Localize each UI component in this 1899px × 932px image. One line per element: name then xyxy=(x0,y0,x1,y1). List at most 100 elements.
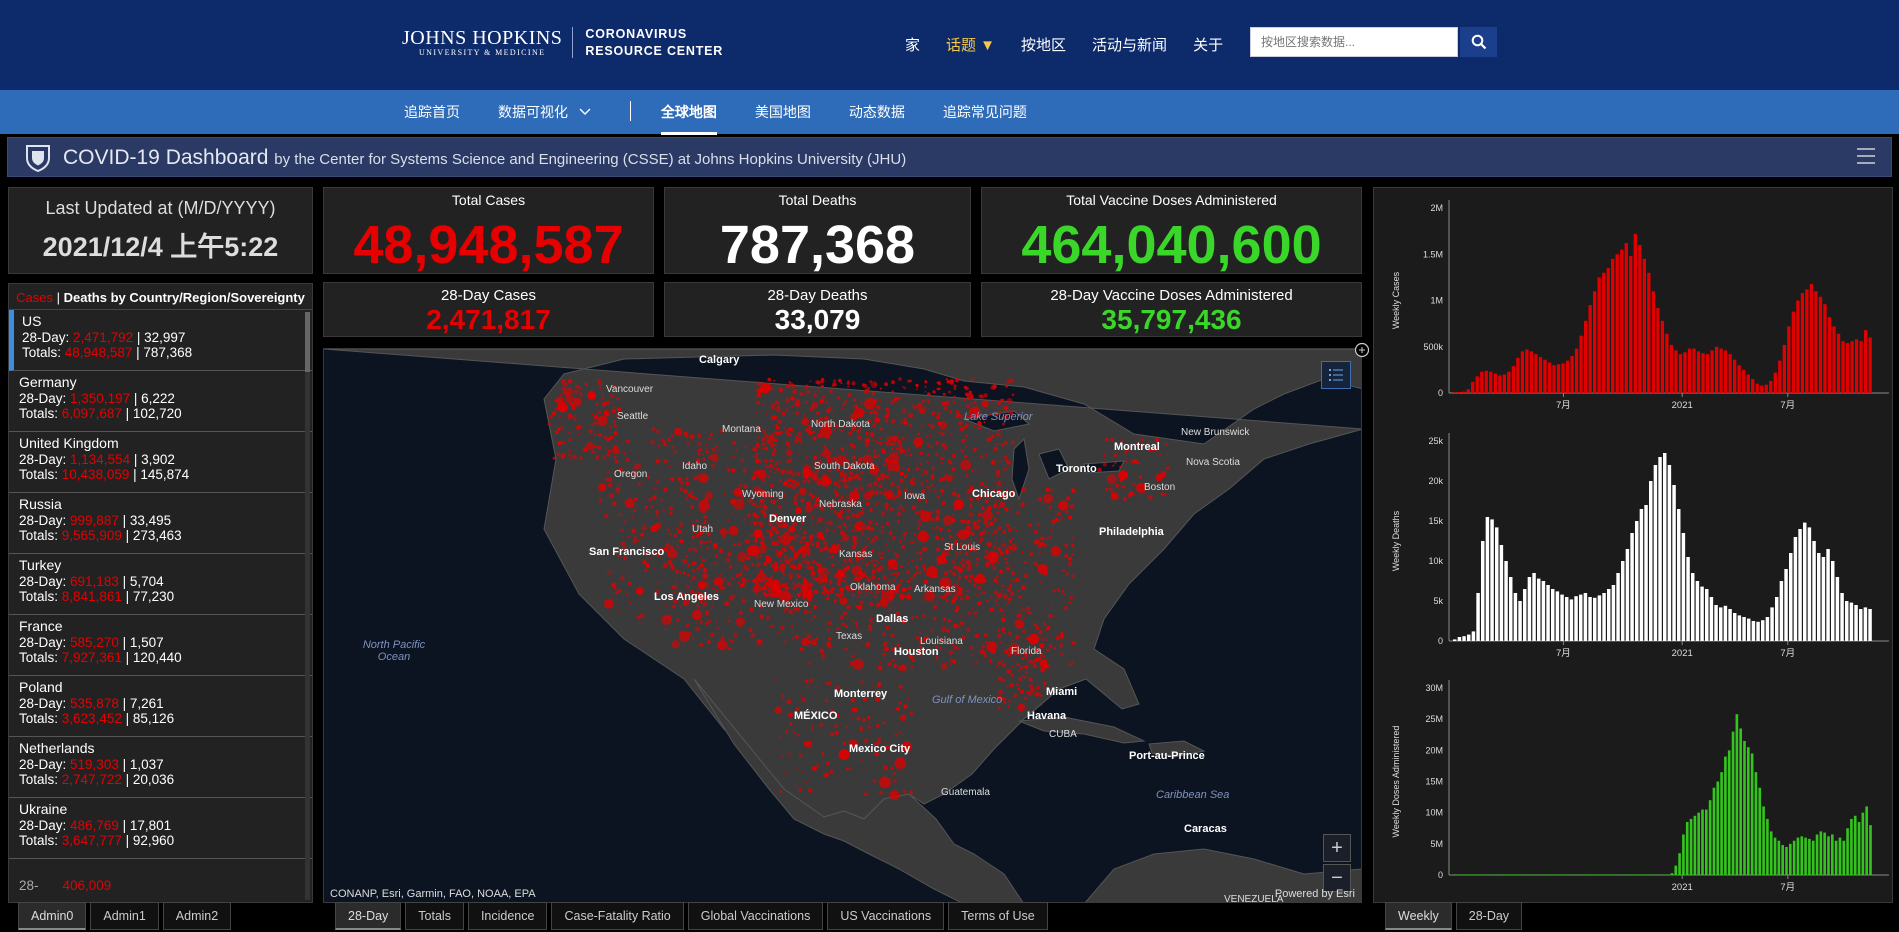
tab-weekly[interactable]: Weekly xyxy=(1385,902,1452,930)
case-dot xyxy=(647,536,650,539)
case-dot xyxy=(556,452,560,456)
map-label: Iowa xyxy=(904,491,926,502)
case-dot xyxy=(804,559,807,562)
map-attribution[interactable]: CONANP, Esri, Garmin, FAO, NOAA, EPA xyxy=(330,888,536,900)
case-dot xyxy=(764,459,768,463)
zoom-out-button[interactable]: − xyxy=(1323,864,1351,892)
tab-incidence[interactable]: Incidence xyxy=(467,902,548,930)
case-dot xyxy=(560,379,566,385)
list-scrollbar[interactable] xyxy=(305,312,310,900)
case-dot xyxy=(756,593,759,596)
case-dot xyxy=(562,390,566,394)
jhu-logo: JOHNS HOPKINS UNIVERSITY & MEDICINE xyxy=(402,27,574,59)
nav-topics[interactable]: 话题 ▼ xyxy=(946,37,996,54)
weekly-bar xyxy=(1651,874,1655,875)
case-dot xyxy=(725,600,730,606)
tab-global-vaccinations[interactable]: Global Vaccinations xyxy=(687,902,824,930)
search-input[interactable] xyxy=(1251,28,1457,56)
d28-vaccine-panel: 28-Day Vaccine Doses Administered 35,797… xyxy=(981,282,1362,337)
list-item-country[interactable]: Turkey 28-Day: 691,183 | 5,704 Totals: 8,8… xyxy=(9,554,312,615)
tab-totals[interactable]: Totals xyxy=(405,902,464,930)
world-map[interactable]: Calgary Vancouver Seattle Montana North Dako… xyxy=(323,348,1362,903)
subnav-tracking-faq[interactable]: 追踪常见问题 xyxy=(942,104,1027,120)
case-dot xyxy=(824,528,830,533)
case-dot xyxy=(842,477,848,483)
map-canvas[interactable] xyxy=(324,349,1362,903)
case-dot xyxy=(1115,483,1119,488)
subnav-dynamic-data[interactable]: 动态数据 xyxy=(848,104,905,120)
tab-terms-of-use[interactable]: Terms of Use xyxy=(948,902,1048,930)
nav-events-news[interactable]: 活动与新闻 xyxy=(1092,37,1168,54)
case-dot xyxy=(913,533,916,536)
case-dot xyxy=(979,531,984,536)
list-item-country[interactable]: Russia 28-Day: 999,887 | 33,495 Totals: 9,… xyxy=(9,493,312,554)
list-item-country[interactable]: Netherlands 28-Day: 519,303 | 1,037 Totals… xyxy=(9,737,312,798)
subnav-tracking-home[interactable]: 追踪首页 xyxy=(404,104,460,120)
case-dot xyxy=(691,505,694,508)
case-dot xyxy=(936,514,940,518)
case-dot xyxy=(1006,408,1009,411)
case-dot xyxy=(756,441,759,444)
hamburger-menu-icon[interactable] xyxy=(1857,148,1875,169)
weekly-bar xyxy=(1695,581,1700,641)
list-item-country[interactable]: United Kingdom 28-Day: 1,134,554 | 3,902 T… xyxy=(9,432,312,493)
total-vaccine-value: 464,040,600 xyxy=(1021,215,1322,275)
country-totals-line: Totals: 7,927,361 | 120,440 xyxy=(19,650,182,665)
tab-us-vaccinations[interactable]: US Vaccinations xyxy=(827,902,945,930)
list-item-country[interactable]: Germany 28-Day: 1,350,197 | 6,222 Totals: … xyxy=(9,371,312,432)
d28-prefix: 28-Day: xyxy=(19,390,71,406)
powered-by-esri[interactable]: Powered by Esri xyxy=(1274,888,1355,900)
case-dot xyxy=(941,626,946,631)
list-item-country[interactable]: Ukraine 28-Day: 486,769 | 17,801 Totals: 3… xyxy=(9,798,312,859)
legend-button[interactable] xyxy=(1321,361,1351,389)
case-dot xyxy=(899,594,903,598)
case-dot xyxy=(665,566,668,568)
subnav-us-map[interactable]: 美国地图 xyxy=(754,104,811,120)
case-dot xyxy=(850,413,858,421)
case-dot xyxy=(1048,644,1053,648)
case-dot xyxy=(964,551,969,556)
jhu-brand[interactable]: JOHNS HOPKINS UNIVERSITY & MEDICINE CORO… xyxy=(402,26,723,60)
tab-admin0[interactable]: Admin0 xyxy=(18,902,87,930)
weekly-bar xyxy=(1594,874,1597,875)
tab-chart-28-day[interactable]: 28-Day xyxy=(1455,902,1523,930)
case-dot xyxy=(941,629,946,633)
subnav-data-visualization[interactable]: 数据可视化 xyxy=(498,102,592,135)
case-dot xyxy=(932,390,936,394)
expand-map-icon[interactable] xyxy=(1354,342,1370,358)
case-dot xyxy=(876,476,881,482)
subnav-global-map[interactable]: 全球地图 xyxy=(660,102,717,135)
case-dot xyxy=(986,531,989,534)
list-head-deaths[interactable]: Deaths xyxy=(63,290,107,305)
list-item-country[interactable]: Poland 28-Day: 535,878 | 7,261 Totals: 3,6… xyxy=(9,676,312,737)
case-dot xyxy=(865,575,868,578)
nav-by-region[interactable]: 按地区 xyxy=(1021,37,1067,54)
case-dot xyxy=(765,413,767,416)
case-dot xyxy=(609,426,612,429)
tab-admin2[interactable]: Admin2 xyxy=(162,902,232,930)
list-head-cases[interactable]: Cases xyxy=(16,290,53,305)
tab-case-fatality-ratio[interactable]: Case-Fatality Ratio xyxy=(551,902,684,930)
tab-28-day[interactable]: 28-Day xyxy=(335,902,402,930)
case-dot xyxy=(1030,688,1035,693)
case-dot xyxy=(858,427,862,431)
weekly-bar xyxy=(1493,373,1497,393)
list-item-country[interactable]: US 28-Day: 2,471,792 | 32,997 Totals: 48,9… xyxy=(9,310,312,371)
tab-admin1[interactable]: Admin1 xyxy=(90,902,159,930)
list-item-partial[interactable]: 28- 406,009 xyxy=(19,878,112,893)
weekly-bar xyxy=(1681,533,1686,641)
case-dot xyxy=(975,661,979,665)
nav-home[interactable]: 家 xyxy=(905,37,921,54)
case-dot xyxy=(875,440,879,443)
nav-about[interactable]: 关于 xyxy=(1193,37,1224,54)
zoom-in-button[interactable]: + xyxy=(1323,834,1351,862)
case-dot xyxy=(823,462,826,465)
case-dot xyxy=(811,724,815,728)
search-button[interactable] xyxy=(1460,27,1497,57)
list-item-country[interactable]: France 28-Day: 585,270 | 1,507 Totals: 7,9… xyxy=(9,615,312,676)
case-dot xyxy=(761,442,766,446)
case-dot xyxy=(722,576,726,580)
case-dot xyxy=(816,516,824,523)
case-dot xyxy=(902,467,905,470)
list-scrollbar-thumb[interactable] xyxy=(305,312,310,372)
